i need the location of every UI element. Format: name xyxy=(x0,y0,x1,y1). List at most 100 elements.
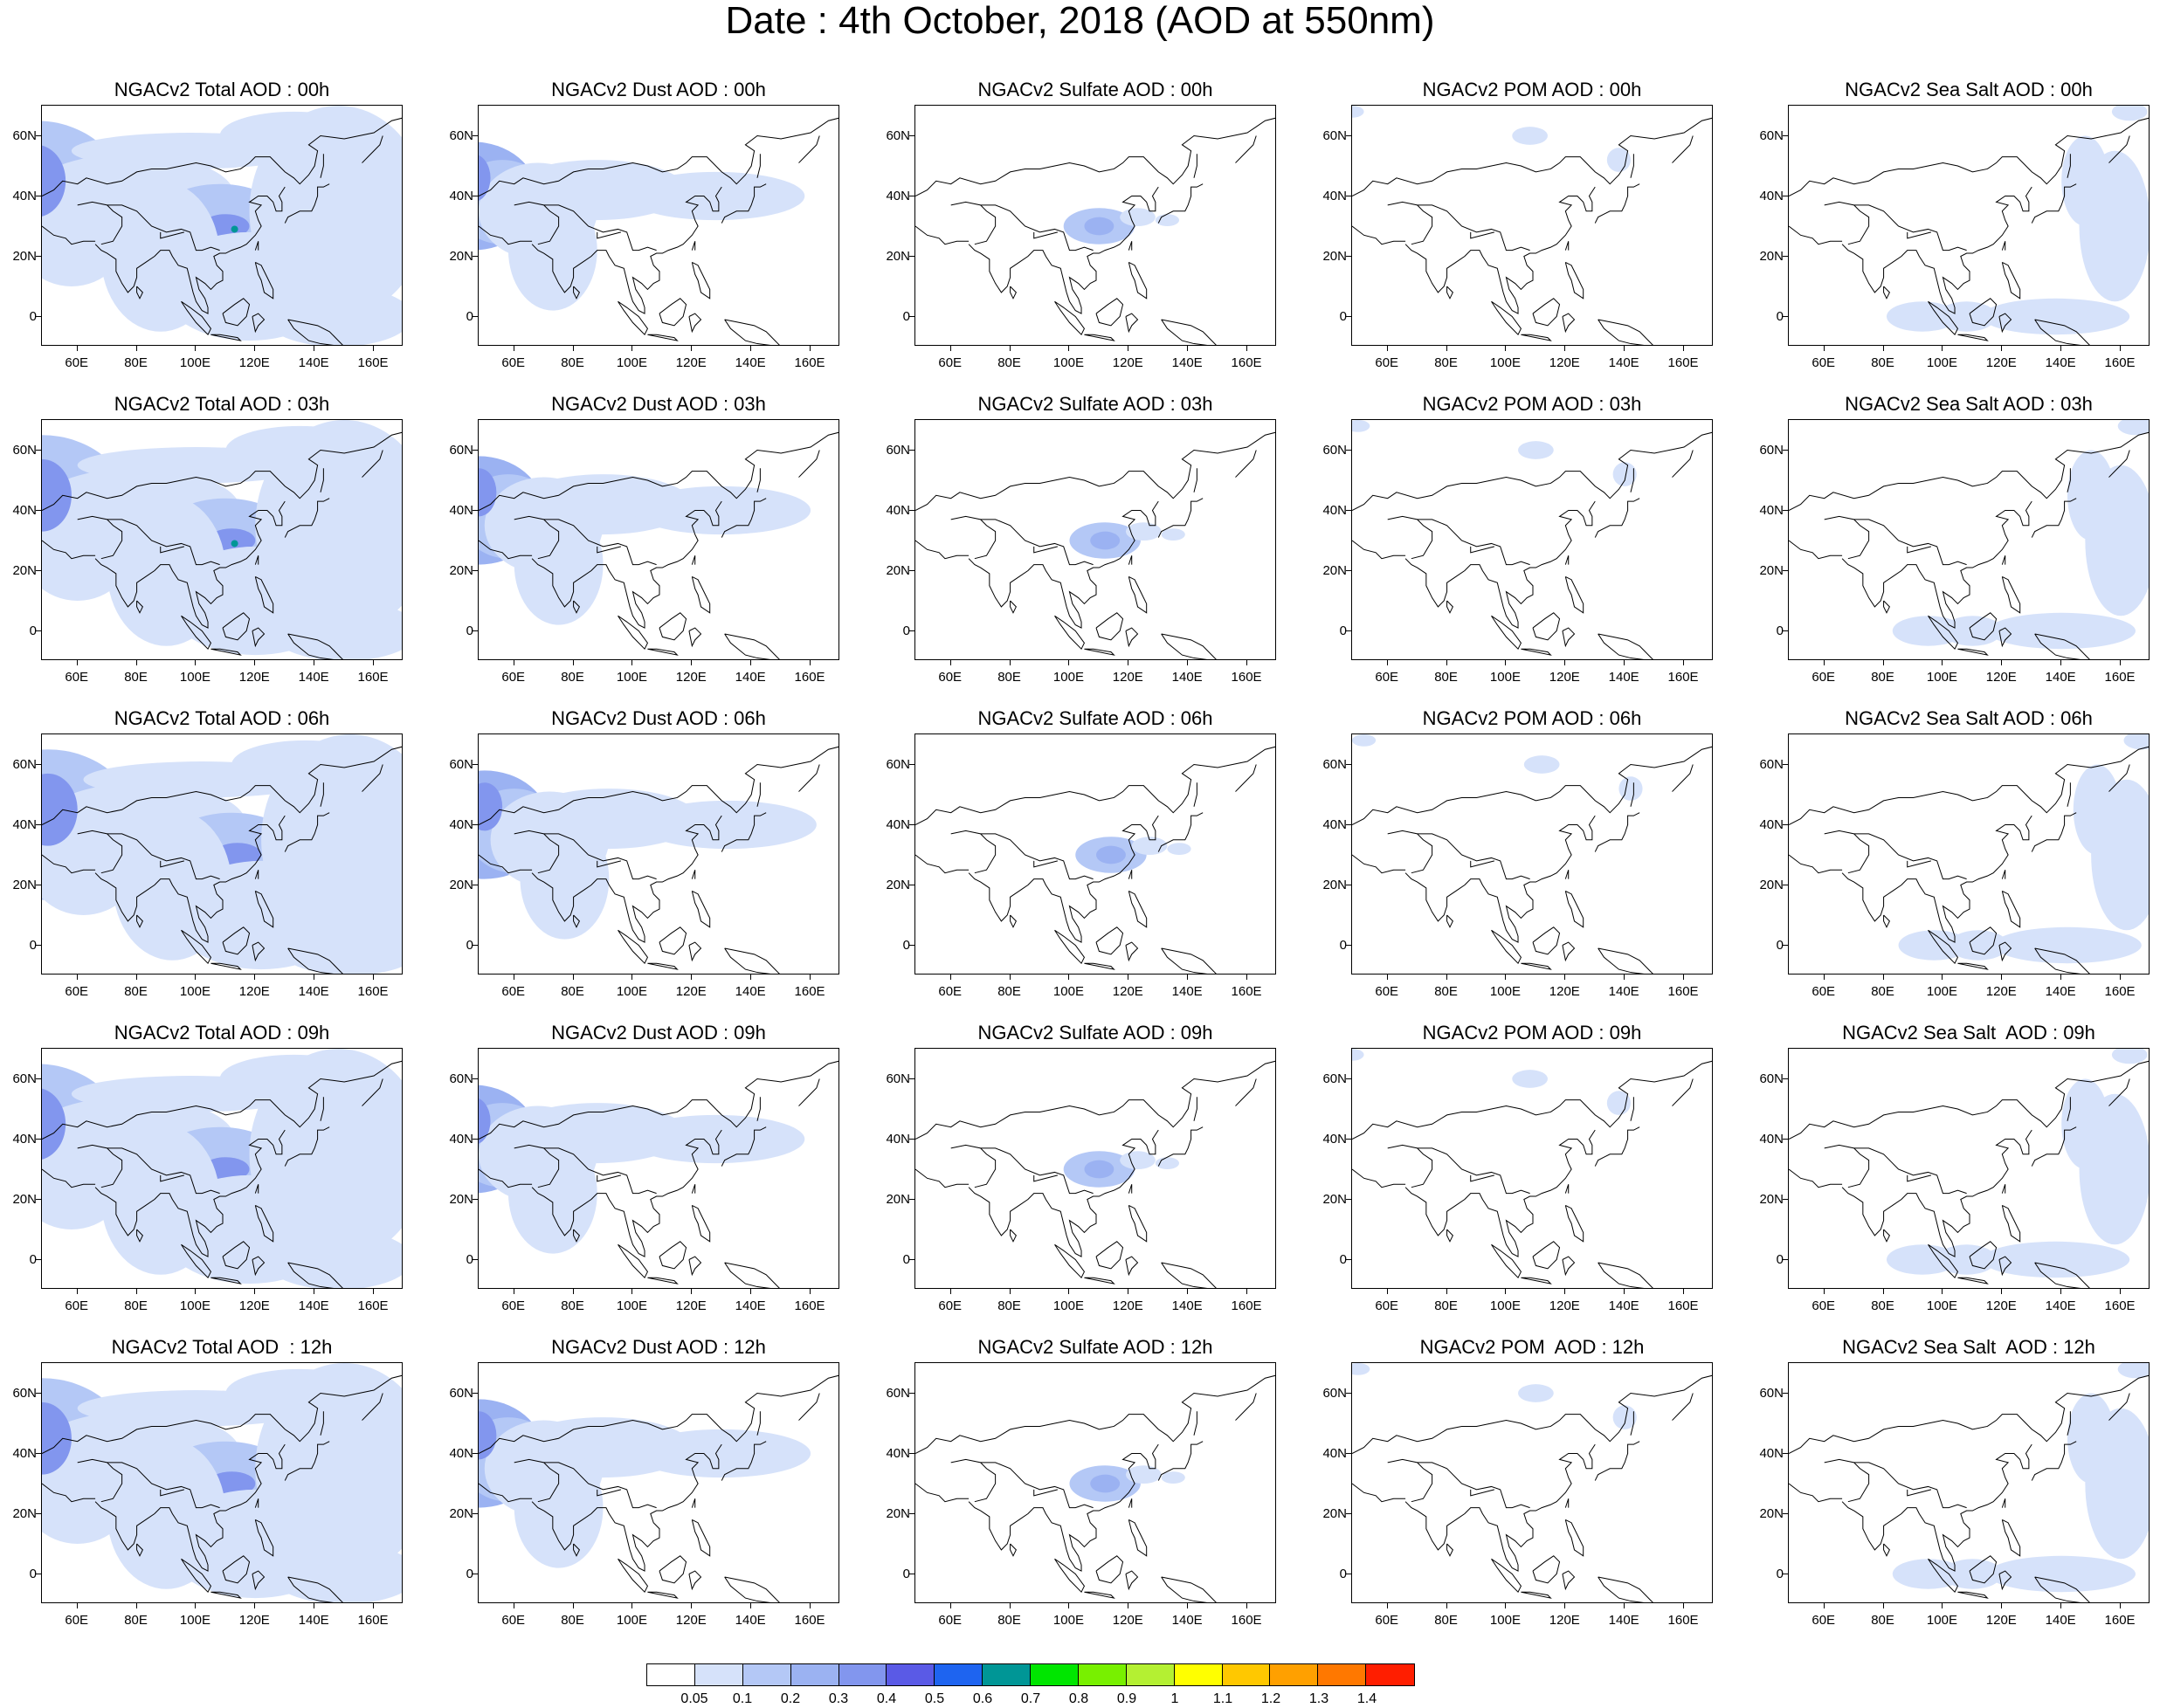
lon-tick-mark xyxy=(1882,1603,1884,1608)
coastline xyxy=(1470,1489,1495,1497)
coastline xyxy=(107,1147,220,1195)
aod-region xyxy=(479,1411,497,1460)
lat-tick-mark xyxy=(1346,509,1351,511)
coastline xyxy=(136,1229,143,1243)
aod-region xyxy=(1352,420,1370,432)
lon-tick-label: 160E xyxy=(794,1298,825,1313)
panel-title: NGACv2 Sulfate AOD : 09h xyxy=(977,1022,1213,1043)
lon-tick-label: 140E xyxy=(1171,1298,1203,1313)
coastline xyxy=(479,1060,838,1140)
lon-tick-label: 140E xyxy=(1608,984,1639,999)
coastline xyxy=(1446,1543,1453,1557)
coastline xyxy=(1998,941,2012,962)
lon-tick-label: 120E xyxy=(1985,1613,2017,1628)
colorbar-swatch xyxy=(1222,1664,1271,1685)
lon-tick-mark xyxy=(750,346,752,351)
coastline xyxy=(2001,555,2006,565)
coastline xyxy=(1033,231,1059,239)
coastline xyxy=(1598,633,1653,659)
map-frame xyxy=(914,105,1276,346)
lat-tick-label: 0 xyxy=(902,1566,910,1581)
lon-tick-mark xyxy=(195,975,197,980)
lon-tick-label: 60E xyxy=(501,1298,526,1313)
coastline xyxy=(210,962,242,970)
map-frame xyxy=(1788,733,2150,975)
lon-tick-label: 120E xyxy=(238,984,270,999)
coastline xyxy=(1841,1443,2032,1572)
coastline xyxy=(968,815,1159,943)
lon-tick-label: 60E xyxy=(938,1298,963,1313)
coastline xyxy=(1084,962,1115,970)
lon-tick-label: 80E xyxy=(1871,670,1894,685)
aod-map xyxy=(1352,1363,1712,1602)
aod-region xyxy=(107,495,226,646)
coastline xyxy=(2001,261,2021,300)
coastline xyxy=(479,1168,533,1188)
lon-tick-label: 160E xyxy=(1667,1613,1699,1628)
map-frame xyxy=(1788,105,2150,346)
lat-tick-label: 20N xyxy=(1322,877,1347,892)
lat-tick-label: 60N xyxy=(886,1385,910,1401)
lat-tick-label: 60N xyxy=(1759,756,1784,772)
coastline xyxy=(573,1543,580,1557)
map-panel: NGACv2 Sulfate AOD : 09h 60N 40N 20N 0 60E 80E… xyxy=(873,1023,1310,1338)
coastline xyxy=(284,183,330,224)
lat-tick-mark xyxy=(473,763,478,765)
coastline xyxy=(1128,241,1133,251)
lon-tick-mark xyxy=(1624,1603,1625,1608)
lon-tick-label: 100E xyxy=(1052,355,1084,370)
lat-tick-label: 40N xyxy=(886,502,910,518)
aod-region xyxy=(83,761,321,798)
map-panel: NGACv2 Sulfate AOD : 12h 60N 40N 20N 0 60E 80E… xyxy=(873,1338,1310,1652)
panel-title: NGACv2 Sulfate AOD : 00h xyxy=(977,79,1213,100)
aod-region xyxy=(276,915,402,974)
map-panel: NGACv2 Sea Salt AOD : 06h 60N 40N 20N 0 60E 80… xyxy=(1747,709,2160,1023)
aod-region xyxy=(270,1544,402,1602)
lon-tick-label: 100E xyxy=(1489,670,1521,685)
coastline xyxy=(1491,300,1522,336)
lon-tick-mark xyxy=(1882,1289,1884,1294)
map-panel: NGACv2 Sea Salt AOD : 00h 60N 40N 20N 0 60E 80… xyxy=(1747,80,2160,395)
aod-region xyxy=(1606,148,1631,172)
lon-tick-mark xyxy=(1564,1289,1566,1294)
aod-region xyxy=(638,800,817,850)
lon-tick-label: 60E xyxy=(65,984,89,999)
coastline xyxy=(2001,1204,2021,1243)
colorbar-swatch xyxy=(1126,1664,1175,1685)
map-panel: NGACv2 Sulfate AOD : 03h 60N 40N 20N 0 60E 80E… xyxy=(873,395,1310,709)
lat-tick-label: 60N xyxy=(449,756,473,772)
lon-tick-mark xyxy=(1009,975,1011,980)
aod-region xyxy=(1084,1160,1115,1179)
lat-tick-mark xyxy=(1783,1452,1788,1454)
panel-title: NGACv2 Sulfate AOD : 12h xyxy=(977,1336,1213,1358)
lat-tick-mark xyxy=(473,255,478,257)
aod-map xyxy=(1352,420,1712,659)
coastline xyxy=(647,962,679,970)
lon-tick-mark xyxy=(949,660,951,665)
coastline xyxy=(647,334,679,341)
lon-tick-label: 140E xyxy=(2045,984,2076,999)
coastline xyxy=(252,1570,266,1591)
lon-tick-label: 140E xyxy=(735,670,766,685)
coastline xyxy=(514,515,560,560)
lon-tick-mark xyxy=(1564,660,1566,665)
lat-tick-label: 0 xyxy=(1776,623,1784,638)
coastline xyxy=(1998,627,2012,648)
aod-region xyxy=(264,1229,402,1288)
lat-tick-label: 0 xyxy=(1776,308,1784,324)
coastline xyxy=(362,1078,383,1106)
coastline xyxy=(1161,1576,1217,1602)
lon-tick-label: 160E xyxy=(357,984,389,999)
coastline xyxy=(1387,515,1433,560)
lat-tick-label: 60N xyxy=(1759,127,1784,143)
lon-tick-label: 120E xyxy=(1985,1298,2017,1313)
lat-tick-label: 40N xyxy=(449,1131,473,1147)
coastline xyxy=(691,555,696,565)
panel-title: NGACv2 Dust AOD : 06h xyxy=(551,707,766,729)
lat-tick-mark xyxy=(36,823,41,825)
map-frame xyxy=(478,105,839,346)
lat-tick-mark xyxy=(473,630,478,631)
coastline xyxy=(160,860,185,868)
lon-tick-mark xyxy=(631,1603,633,1608)
coastline xyxy=(1789,1168,1843,1188)
